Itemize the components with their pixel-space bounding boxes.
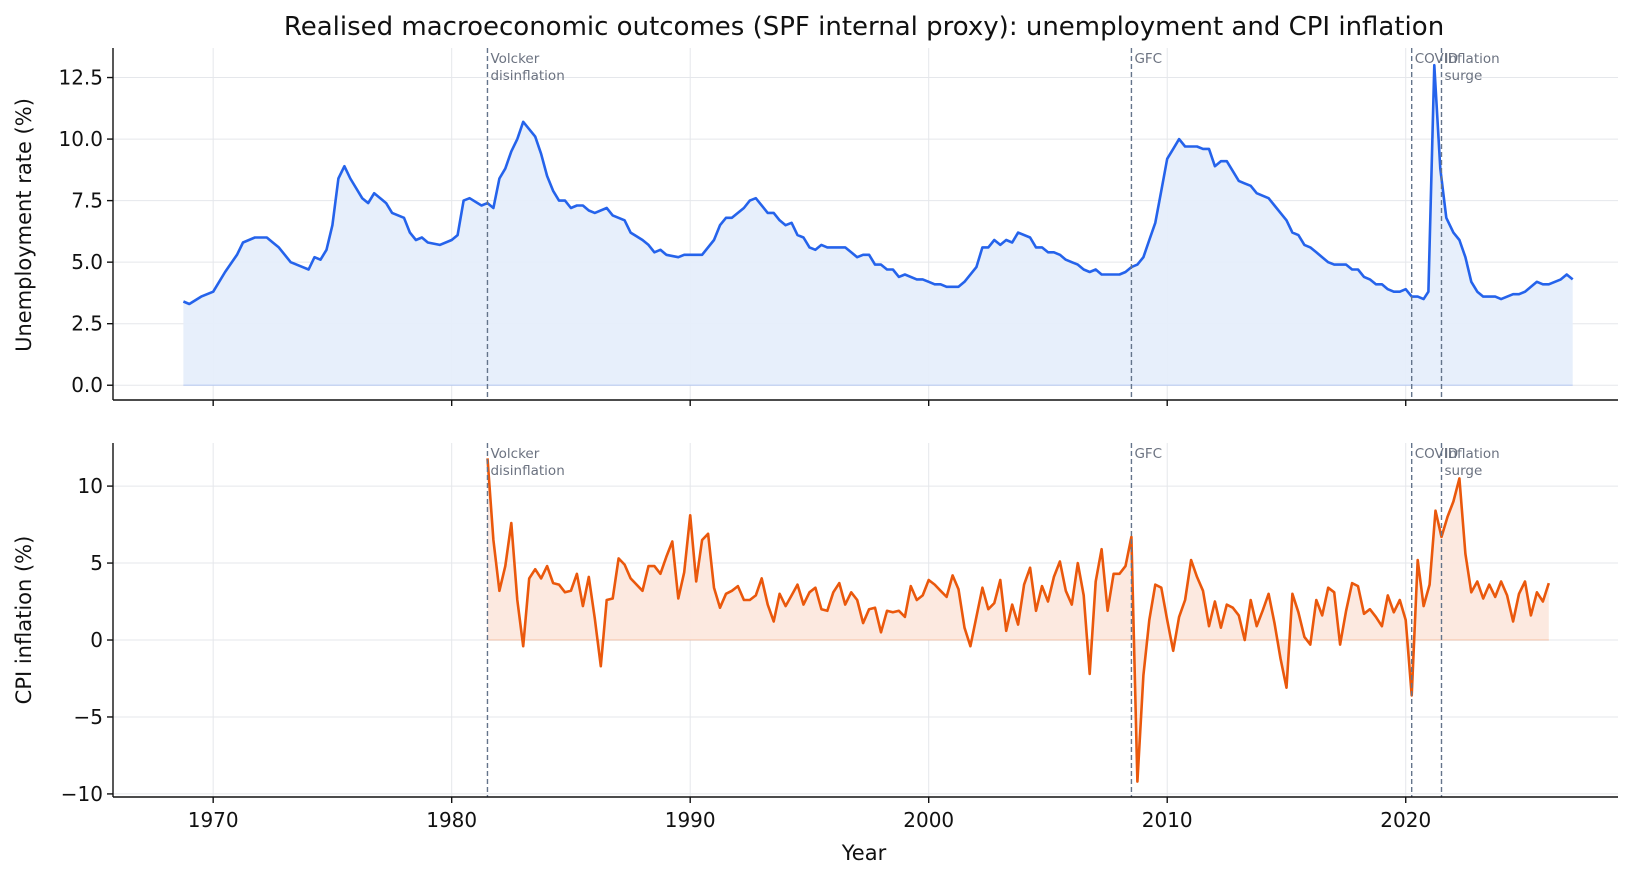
- event-label: Volcker disinflation: [490, 51, 564, 84]
- x-tick-label: 1970: [188, 808, 239, 832]
- y-tick-label: −10: [61, 782, 103, 806]
- y-tick-label: 10: [78, 474, 103, 498]
- event-label: Volcker disinflation: [490, 446, 564, 479]
- y-tick-label: 0.0: [71, 373, 103, 397]
- cpi-panel: CPI inflation (%) Volcker disinflation GFC…: [12, 443, 1618, 832]
- event-label: Inflation surge: [1445, 51, 1500, 84]
- y-tick-label: 5: [90, 551, 103, 575]
- y-tick-label: 5.0: [71, 250, 103, 274]
- y-tick-label: 0: [90, 628, 103, 652]
- x-tick-label: 2000: [903, 808, 954, 832]
- x-tick-label: 1990: [665, 808, 716, 832]
- y-tick-label: 2.5: [71, 312, 103, 336]
- unemployment-panel: Unemployment rate (%) Volcker disinflatio…: [12, 48, 1618, 406]
- cpi-ylabel: CPI inflation (%): [12, 536, 36, 705]
- x-axis-label: Year: [841, 841, 887, 865]
- y-tick-label: 12.5: [58, 66, 103, 90]
- chart-title: Realised macroeconomic outcomes (SPF int…: [284, 12, 1444, 42]
- event-label: GFC: [1134, 51, 1162, 67]
- unemployment-line: [182, 63, 1574, 306]
- y-tick-label: −5: [74, 705, 103, 729]
- event-label: Inflation surge: [1445, 446, 1500, 479]
- event-label: GFC: [1134, 446, 1162, 462]
- unemployment-ylabel: Unemployment rate (%): [12, 98, 36, 352]
- x-tick-label: 1980: [426, 808, 477, 832]
- event-label: COVID: [1415, 446, 1458, 462]
- event-label: COVID: [1415, 51, 1458, 67]
- x-tick-label: 2020: [1380, 808, 1431, 832]
- y-tick-label: 7.5: [71, 189, 103, 213]
- y-tick-label: 10.0: [58, 127, 103, 151]
- x-tick-label: 2010: [1142, 808, 1193, 832]
- cpi-inflation-line: [486, 458, 1551, 783]
- unemployment-area: [183, 65, 1573, 386]
